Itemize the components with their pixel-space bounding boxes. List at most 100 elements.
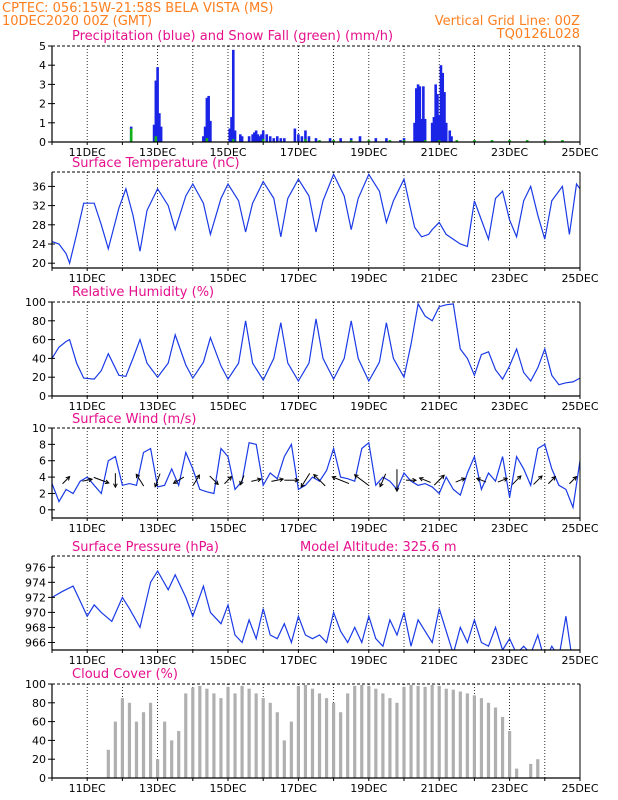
bar: [479, 698, 484, 778]
wind-arrow-head: [172, 479, 178, 484]
bar: [293, 128, 297, 142]
wind-arrow-head: [440, 474, 445, 480]
y-tick-label: 8: [39, 438, 46, 451]
bar: [314, 138, 318, 142]
bar: [268, 136, 272, 142]
plot-area: [52, 302, 580, 386]
bar: [441, 72, 445, 142]
x-tick-label: 17DEC: [280, 654, 317, 667]
wind-arrow-head: [300, 482, 305, 488]
wind-arrow-head: [538, 475, 543, 480]
y-tick-label: 28: [32, 219, 46, 232]
wind-arrow-shaft: [62, 476, 70, 485]
bar: [205, 688, 209, 778]
bar: [536, 759, 540, 778]
wind-arrow: [172, 476, 185, 484]
bar: [177, 731, 181, 778]
wind-arrow-shaft: [209, 475, 219, 485]
snow-bar: [402, 140, 406, 142]
plot-area: [52, 172, 580, 266]
bar: [152, 124, 156, 142]
bar: [443, 92, 446, 142]
bar: [297, 134, 300, 142]
bar: [191, 687, 195, 778]
wind-arrow-shaft: [569, 476, 577, 485]
y-tick-label: 20: [32, 753, 46, 766]
wind-arrow-shaft: [354, 474, 370, 487]
snow-bar: [318, 140, 321, 142]
series-line: [52, 172, 580, 266]
bar: [106, 749, 110, 778]
wind-arrow-shaft: [224, 476, 232, 485]
x-tick-label: 23DEC: [491, 146, 528, 159]
wind-arrow: [475, 477, 487, 483]
x-tick-label: 15DEC: [209, 272, 246, 285]
y-tick-label: 40: [32, 352, 46, 365]
bar: [247, 688, 251, 778]
wind-arrow-head: [572, 475, 578, 481]
bar: [251, 134, 254, 142]
y-tick-label: 970: [25, 606, 46, 619]
bar: [465, 693, 469, 778]
bar: [388, 698, 392, 778]
bar: [240, 685, 244, 778]
wind-arrow-shaft: [313, 474, 326, 487]
y-tick-label: 0: [39, 390, 46, 403]
panel-title: Surface Wind (m/s): [72, 412, 196, 427]
series-line: [52, 441, 580, 510]
bar: [529, 763, 533, 778]
panel-5: Surface Pressure (hPa) Model Altitude: 32…: [25, 540, 599, 667]
y-tick-label: 4: [39, 59, 46, 72]
wind-arrow-shaft: [135, 473, 145, 487]
bar: [444, 688, 448, 778]
plot-area: [52, 441, 580, 510]
bar: [353, 685, 357, 778]
bar: [360, 684, 364, 778]
snow-bar: [349, 140, 353, 142]
panels: Precipitation (blue) and Snow Fall (gree…: [25, 29, 599, 795]
x-tick-label: 11DEC: [69, 654, 106, 667]
bar: [289, 721, 293, 778]
bar: [219, 698, 223, 778]
snow-bar: [304, 139, 307, 142]
wind-arrow: [455, 477, 466, 483]
x-tick-label: 13DEC: [139, 654, 176, 667]
wind-arrow-head: [195, 474, 200, 480]
x-tick-label: 23DEC: [491, 782, 528, 795]
wind-arrow-shaft: [433, 474, 445, 486]
bar: [170, 740, 174, 778]
bar: [486, 702, 491, 778]
wind-arrow: [512, 475, 522, 485]
panel-title: Surface Temperature (nC): [72, 156, 240, 171]
y-tick-label: 0: [39, 136, 46, 149]
panel-2: Surface Temperature (nC) 20 24 28 32 36 11DEC 1…: [32, 156, 599, 285]
bar: [415, 88, 418, 142]
y-tick-label: 1: [39, 117, 46, 130]
snow-bar: [205, 138, 209, 142]
y-tick-label: 976: [25, 561, 46, 574]
bar: [253, 132, 256, 142]
x-tick-label: 11DEC: [69, 782, 106, 795]
snow-bar: [332, 140, 335, 142]
wind-arrow: [209, 475, 219, 486]
y-tick-label: 974: [25, 576, 46, 589]
wind-arrow-shaft: [154, 473, 161, 487]
bar: [437, 115, 441, 142]
x-tick-label: 17DEC: [280, 146, 317, 159]
bar: [381, 693, 385, 778]
bar: [207, 95, 210, 142]
panel-6: Cloud Cover (%) 0 20 40 60 80 100 11DEC 13DEC 15D…: [25, 667, 599, 795]
wind-arrow-shaft: [173, 476, 185, 484]
snow-bar: [423, 140, 427, 142]
panel-3: Relative Humidity (%) 0 20 40 60 80 100 11DEC 13…: [25, 285, 599, 413]
x-tick-label: 23DEC: [491, 522, 528, 535]
wind-arrow-shaft: [476, 477, 487, 483]
snow-bar: [437, 140, 441, 142]
plot-area: [129, 49, 564, 142]
y-tick-label: 2: [39, 98, 46, 111]
wind-arrow: [547, 475, 557, 485]
x-tick-label: 19DEC: [350, 522, 387, 535]
bar: [508, 731, 512, 778]
wind-arrow-head: [65, 475, 71, 481]
header-model-id: TQ0126L028: [496, 27, 580, 42]
